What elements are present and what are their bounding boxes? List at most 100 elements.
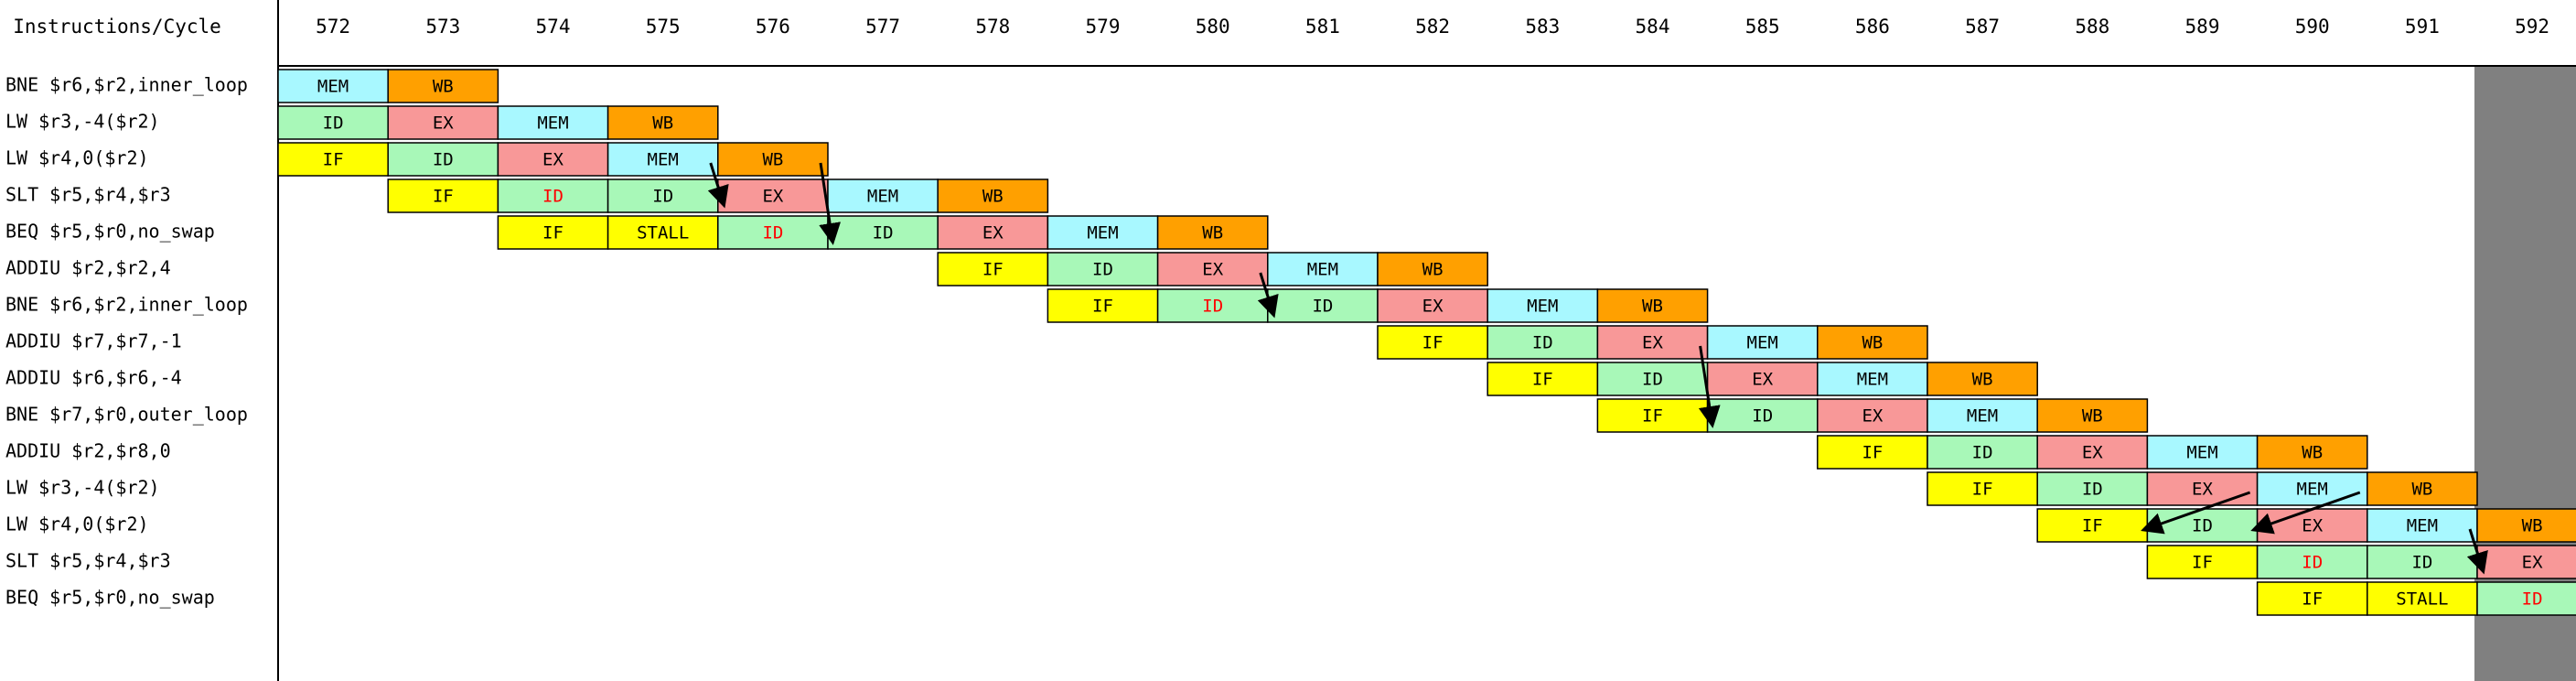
stage-label: IF (433, 187, 454, 207)
stage-cell (2367, 471, 2478, 506)
stage-cell (497, 105, 609, 140)
stage-cell (2256, 435, 2368, 470)
stage-cell (1927, 398, 2038, 433)
stage-label: MEM (867, 187, 898, 207)
stage-label: EX (2302, 516, 2323, 536)
stage-label: MEM (537, 114, 568, 134)
stage-label: IF (1422, 333, 1444, 353)
stage-label: WB (2522, 516, 2543, 536)
stage-cell (387, 69, 499, 103)
stage-label: EX (1422, 297, 1444, 317)
forwarding-arrow (1257, 272, 1279, 319)
stage-cell (1377, 325, 1488, 360)
stage-label: WB (433, 77, 454, 97)
cycle-header: 582 (1415, 16, 1450, 38)
instruction-label: SLT $r5,$r4,$r3 (5, 550, 171, 572)
stage-cell (1487, 362, 1599, 396)
cycle-header: 576 (756, 16, 790, 38)
forwarding-arrow (2141, 491, 2251, 535)
stage-label: MEM (2186, 443, 2217, 463)
instruction-label: BNE $r7,$r0,outer_loop (5, 404, 248, 426)
stage-label: IF (1532, 370, 1553, 390)
stage-label: ID (1752, 406, 1773, 427)
stage-cell (1817, 435, 1928, 470)
stage-label: ID (1642, 370, 1663, 390)
instruction-label: LW $r4,0($r2) (5, 513, 149, 535)
stage-label: WB (1862, 333, 1883, 353)
stage-label: IF (1862, 443, 1883, 463)
stage-label: EX (1642, 333, 1663, 353)
stage-label: ID (2082, 480, 2103, 500)
forwarding-arrow (1698, 345, 1721, 428)
stage-label: MEM (317, 77, 349, 97)
stage-label: EX (542, 150, 564, 170)
cycle-header: 584 (1636, 16, 1670, 38)
forwarding-arrow (2250, 491, 2361, 535)
stage-cell (1927, 362, 2038, 396)
stage-label: MEM (1307, 260, 1338, 280)
stage-cell (2367, 581, 2478, 616)
stage-cell (717, 215, 829, 250)
stage-cell (277, 142, 389, 177)
stage-cell (1596, 325, 1709, 360)
stage-label: IF (982, 260, 1004, 280)
instruction-label: LW $r3,-4($r2) (5, 111, 160, 133)
stage-label: MEM (2297, 480, 2328, 500)
cycle-header: 587 (1965, 16, 2000, 38)
stage-label: IF (1972, 480, 1993, 500)
instruction-label: BEQ $r5,$r0,no_swap (5, 221, 215, 243)
stage-label: IF (1092, 297, 1113, 317)
cycle-header: 574 (536, 16, 571, 38)
cycle-header: 590 (2295, 16, 2330, 38)
instruction-label: ADDIU $r6,$r6,-4 (5, 367, 182, 389)
cycle-header: 589 (2185, 16, 2220, 38)
stage-label: EX (433, 114, 454, 134)
stage-cell (1817, 325, 1928, 360)
stage-cell (2256, 545, 2368, 579)
stage-cell (2036, 435, 2149, 470)
stage-cell (1046, 252, 1159, 286)
stage-label: WB (2302, 443, 2323, 463)
stage-label: ID (323, 114, 344, 134)
stage-label: MEM (1527, 297, 1558, 317)
stage-label: ID (433, 150, 454, 170)
instruction-label: BNE $r6,$r2,inner_loop (5, 294, 248, 316)
stage-label: EX (2082, 443, 2103, 463)
stage-label: ID (873, 223, 894, 243)
stage-label: WB (2082, 406, 2103, 427)
stage-label: EX (1862, 406, 1883, 427)
stage-cell (827, 178, 939, 213)
stage-label: MEM (648, 150, 679, 170)
instruction-label: LW $r3,-4($r2) (5, 477, 160, 499)
stage-cell (1046, 215, 1159, 250)
stage-label: IF (2192, 553, 2213, 573)
stage-cell (2476, 581, 2576, 616)
forwarding-arrow (2466, 528, 2488, 575)
stage-label: ID (2522, 589, 2543, 610)
stage-cell (937, 215, 1049, 250)
stage-cell (1817, 362, 1928, 396)
instruction-label: ADDIU $r7,$r7,-1 (5, 330, 182, 352)
corner-label: Instructions/Cycle (13, 16, 221, 38)
stage-label: ID (1092, 260, 1113, 280)
stage-label: MEM (1857, 370, 1888, 390)
stage-label: EX (762, 187, 783, 207)
stage-label: WB (1202, 223, 1223, 243)
cycle-header: 592 (2515, 16, 2549, 38)
cycle-header: 581 (1305, 16, 1340, 38)
stage-label: WB (1972, 370, 1993, 390)
stage-label: WB (2411, 480, 2432, 500)
stage-label: ID (2192, 516, 2213, 536)
stage-label: MEM (1967, 406, 1998, 427)
stage-label: ID (652, 187, 673, 207)
stage-cell (717, 142, 829, 177)
stage-label: ID (1312, 297, 1333, 317)
stage-label: MEM (1747, 333, 1778, 353)
cycle-header: 572 (316, 16, 350, 38)
cycle-header: 573 (425, 16, 460, 38)
stage-label: WB (1642, 297, 1663, 317)
stage-label: ID (1532, 333, 1553, 353)
cycle-header: 585 (1745, 16, 1780, 38)
cycle-header: 591 (2405, 16, 2440, 38)
stage-cell (1596, 288, 1709, 323)
